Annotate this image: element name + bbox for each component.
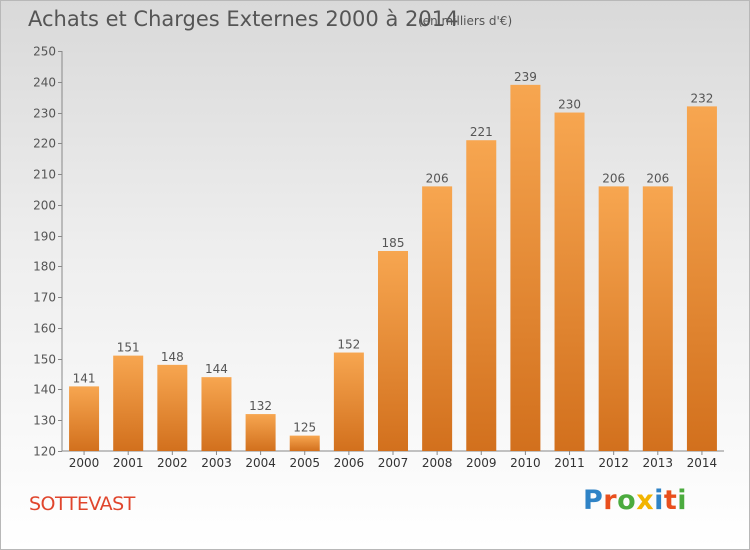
- data-label: 230: [558, 98, 581, 112]
- y-tick-label: 230: [33, 107, 56, 121]
- logo-letter: r: [603, 485, 618, 516]
- x-tick-label: 2004: [245, 456, 276, 470]
- y-tick-label: 220: [33, 137, 56, 151]
- bar-2005: [289, 435, 320, 451]
- x-tick-label: 2010: [510, 456, 541, 470]
- data-label: 232: [690, 91, 713, 105]
- y-tick-label: 120: [33, 445, 56, 459]
- data-label: 148: [161, 350, 184, 364]
- x-tick-label: 2014: [687, 456, 718, 470]
- y-tick-label: 160: [33, 322, 56, 336]
- logo-letter: P: [583, 485, 604, 516]
- x-tick-label: 2001: [113, 456, 144, 470]
- x-tick-label: 2000: [69, 456, 100, 470]
- y-tick-label: 170: [33, 291, 56, 305]
- y-tick-label: 130: [33, 414, 56, 428]
- chart-title: Achats et Charges Externes 2000 à 2014: [28, 7, 459, 31]
- proxiti-logo: Proxiti: [583, 485, 687, 516]
- x-tick-label: 2007: [378, 456, 409, 470]
- data-label: 239: [514, 70, 537, 84]
- logo-letter: o: [617, 485, 637, 516]
- bar-2006: [333, 352, 364, 451]
- y-tick-label: 140: [33, 383, 56, 397]
- bar-2009: [466, 140, 497, 451]
- x-tick-label: 2003: [201, 456, 232, 470]
- bar-2003: [201, 377, 232, 451]
- data-label: 185: [382, 236, 405, 250]
- bar-2000: [69, 386, 100, 451]
- chart-subtitle: (en milliers d'€): [418, 14, 513, 28]
- y-tick-label: 190: [33, 230, 56, 244]
- y-tick-label: 240: [33, 76, 56, 90]
- data-label: 151: [117, 341, 140, 355]
- bar-2002: [157, 364, 188, 451]
- y-tick-label: 210: [33, 168, 56, 182]
- bar-2001: [113, 355, 144, 451]
- data-label: 141: [73, 371, 96, 385]
- data-label: 152: [337, 338, 360, 352]
- bar-2014: [686, 106, 717, 451]
- bar-2011: [554, 112, 585, 452]
- bar-2010: [510, 84, 541, 451]
- x-tick-label: 2008: [422, 456, 453, 470]
- x-tick-label: 2006: [334, 456, 365, 470]
- y-tick-label: 200: [33, 199, 56, 213]
- logo-letter: t: [663, 485, 678, 516]
- bar-2007: [378, 251, 408, 451]
- x-tick-label: 2005: [289, 456, 320, 470]
- logo-letter: i: [677, 485, 688, 516]
- data-label: 221: [470, 125, 493, 139]
- data-label: 206: [602, 171, 625, 185]
- x-tick-label: 2012: [598, 456, 629, 470]
- bar-2013: [642, 186, 673, 451]
- x-tick-label: 2002: [157, 456, 188, 470]
- bar-2008: [422, 186, 453, 451]
- data-label: 144: [205, 362, 228, 376]
- data-label: 206: [646, 171, 669, 185]
- city-name: SOTTEVAST: [29, 493, 135, 515]
- logo-letter: i: [654, 485, 664, 516]
- y-tick-label: 250: [33, 45, 56, 59]
- data-label: 125: [293, 421, 316, 435]
- data-label: 206: [426, 171, 449, 185]
- x-tick-label: 2009: [466, 456, 497, 470]
- logo-letter: x: [636, 485, 655, 516]
- x-tick-label: 2011: [554, 456, 585, 470]
- bar-2012: [598, 186, 629, 451]
- bar-2004: [245, 414, 276, 451]
- y-tick-label: 180: [33, 260, 56, 274]
- data-label: 132: [249, 399, 272, 413]
- y-tick-label: 150: [33, 353, 56, 367]
- x-tick-label: 2013: [643, 456, 674, 470]
